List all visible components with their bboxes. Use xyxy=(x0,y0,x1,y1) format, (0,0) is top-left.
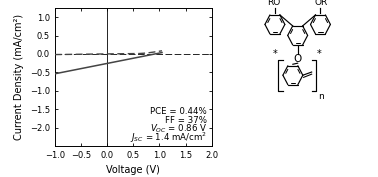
Text: FF = 37%: FF = 37% xyxy=(165,116,207,125)
Text: OR: OR xyxy=(314,0,328,7)
Text: $V_{OC}$ = 0.86 V: $V_{OC}$ = 0.86 V xyxy=(150,122,207,135)
X-axis label: Voltage (V): Voltage (V) xyxy=(106,165,160,175)
Text: PCE = 0.44%: PCE = 0.44% xyxy=(150,107,207,116)
Text: n: n xyxy=(318,92,324,101)
Text: *: * xyxy=(273,49,278,59)
Text: RO: RO xyxy=(268,0,281,7)
Y-axis label: Current Density (mA/cm²): Current Density (mA/cm²) xyxy=(14,14,24,140)
Text: *: * xyxy=(317,49,322,59)
Text: O: O xyxy=(294,54,302,64)
Text: $J_{SC}$ = 1.4 mA/cm$^2$: $J_{SC}$ = 1.4 mA/cm$^2$ xyxy=(130,130,207,145)
